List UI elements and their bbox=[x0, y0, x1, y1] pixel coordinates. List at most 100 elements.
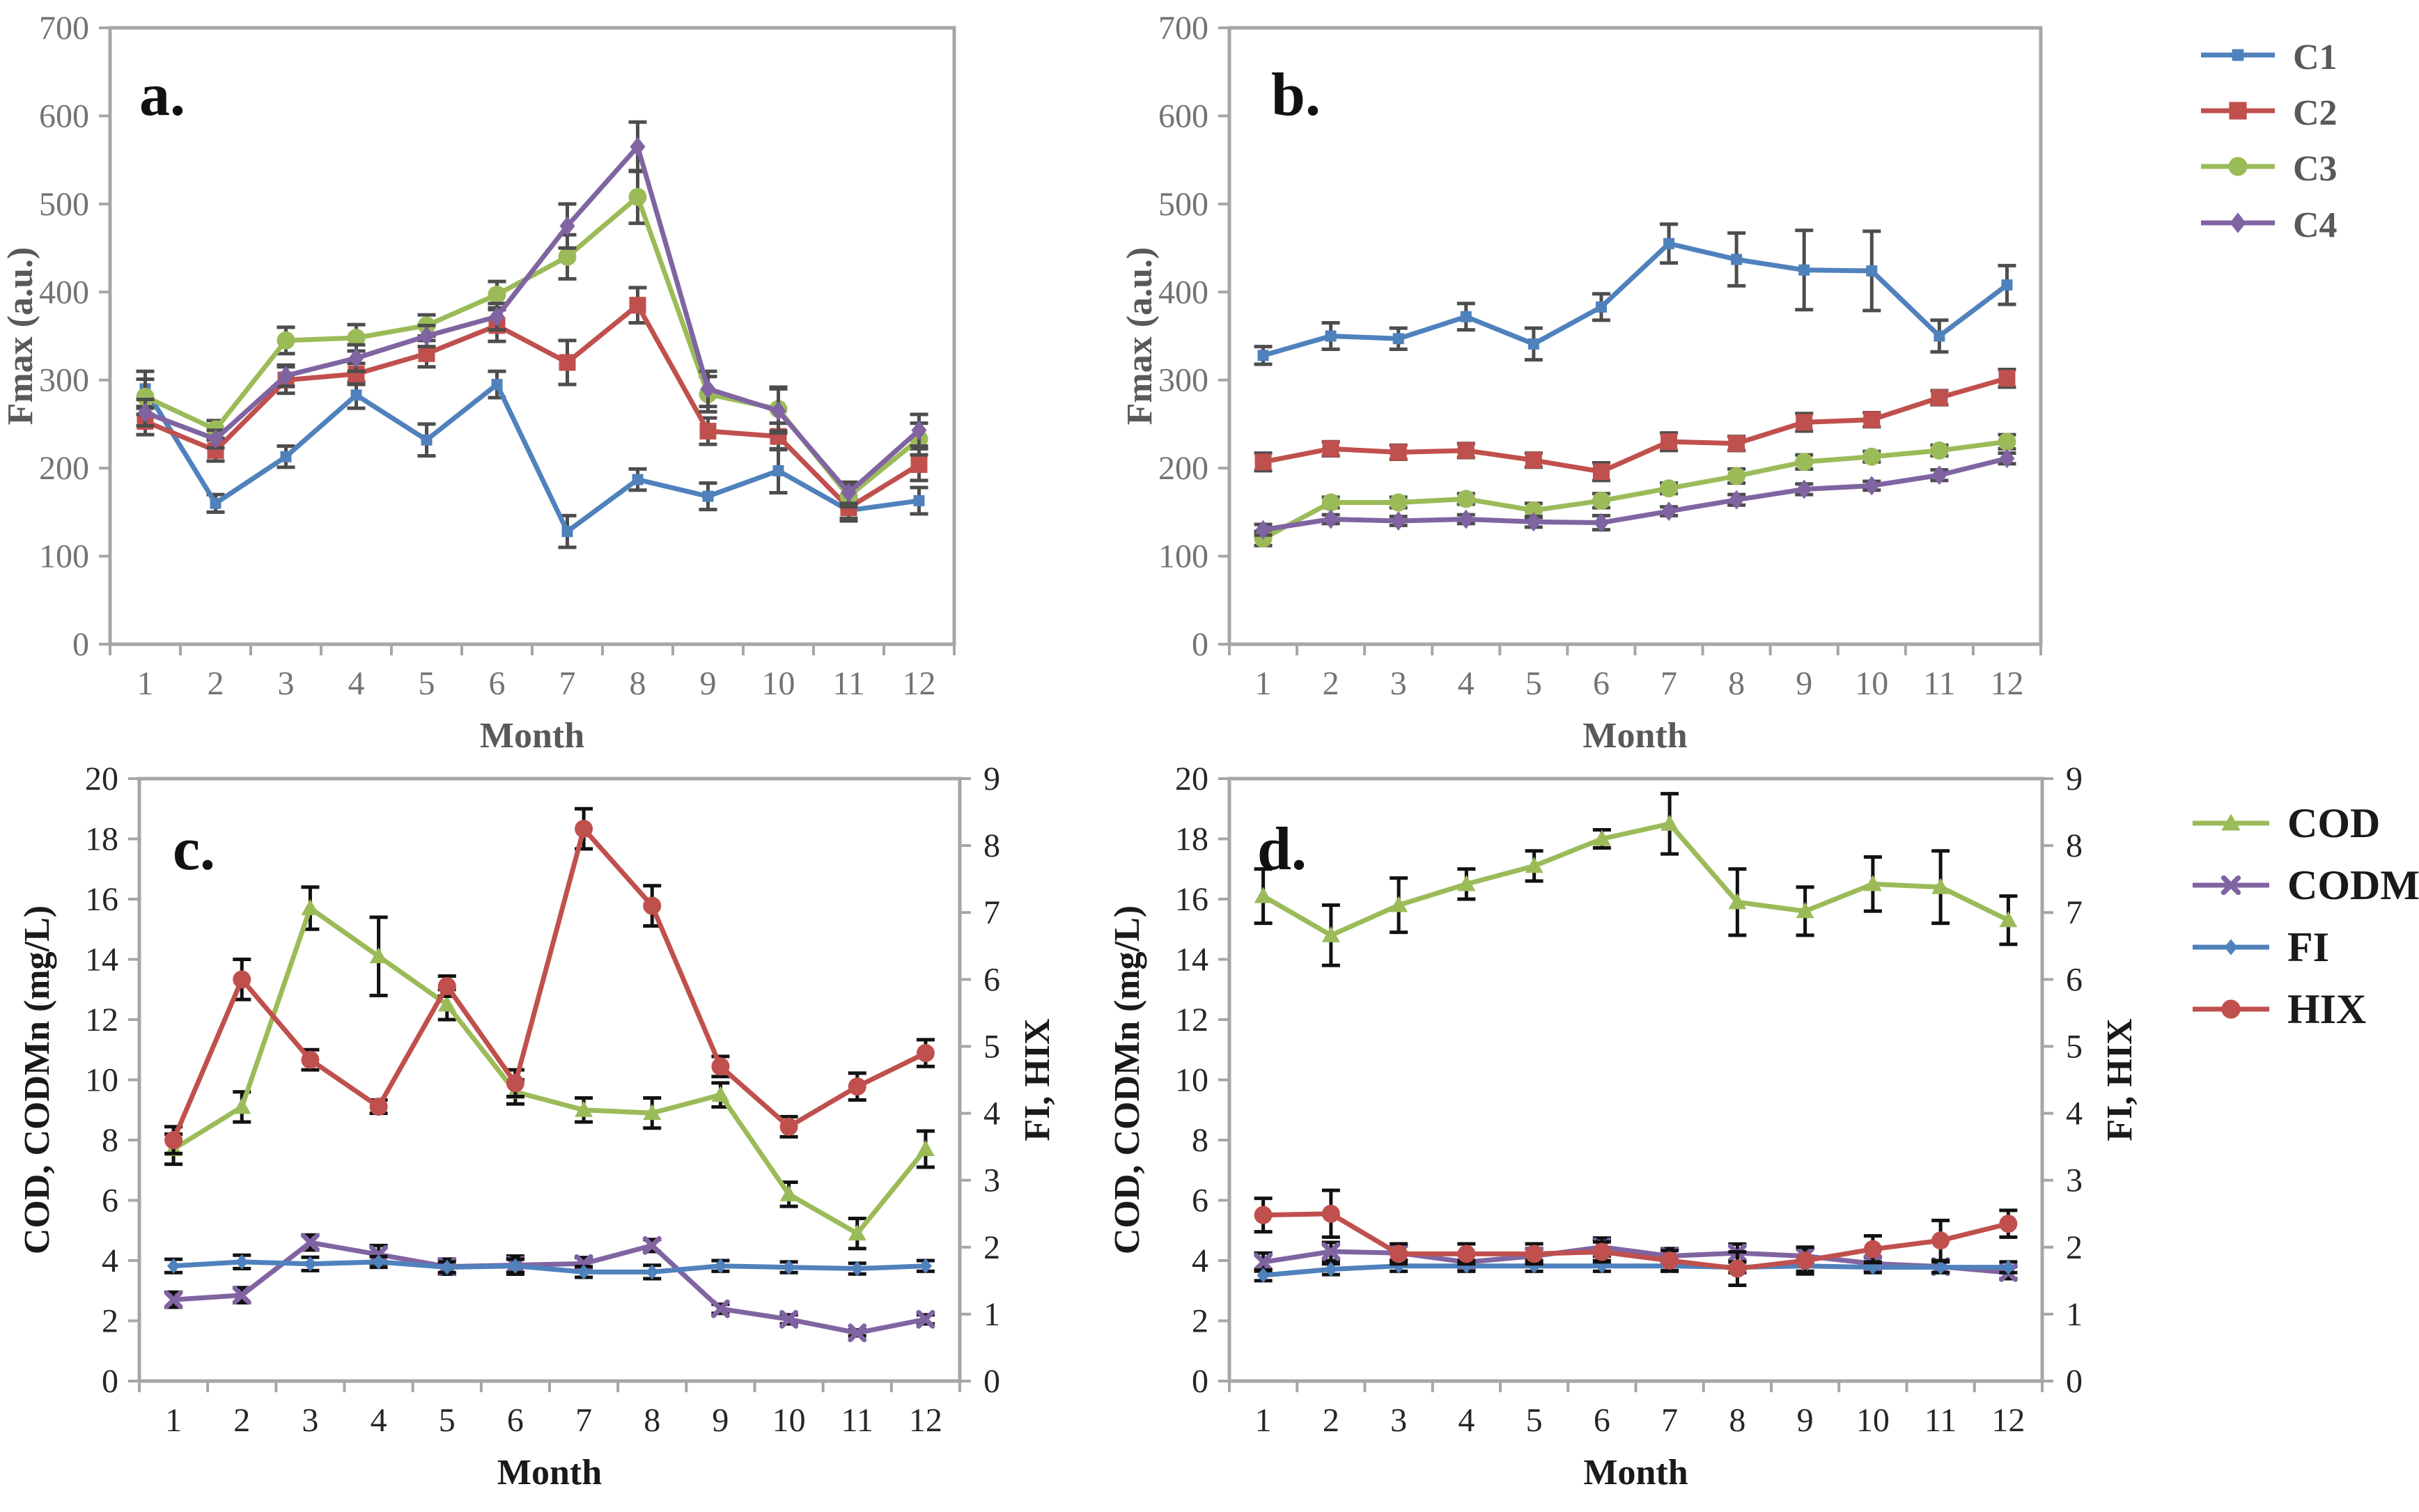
x-tick-label: 8 bbox=[1729, 1402, 1745, 1439]
marker-circle bbox=[1931, 1231, 1950, 1250]
x-tick-label: 3 bbox=[302, 1402, 318, 1439]
legend-item-C1: C1 bbox=[2201, 38, 2338, 77]
y-tick-label: 0 bbox=[1192, 1363, 1208, 1400]
series-C1-line bbox=[1261, 241, 2009, 358]
y-axis-title-right: FI, HIX bbox=[2100, 1018, 2140, 1141]
marker-circle bbox=[1390, 1245, 1408, 1263]
x-tick-label: 9 bbox=[1796, 665, 1812, 702]
legend-item-CODMn: CODMn bbox=[2193, 862, 2419, 908]
x-axis: 1 2 3 4 5 6 7 8 9 10 11 12 bbox=[138, 1381, 961, 1439]
marker-circle bbox=[1592, 1242, 1611, 1261]
x-tick-label: 10 bbox=[1855, 665, 1888, 702]
legend-label: CODMn bbox=[2287, 862, 2419, 908]
x-tick-label: 12 bbox=[1991, 1402, 2025, 1439]
marker-circle bbox=[1796, 1252, 1814, 1270]
series-C1-line bbox=[143, 382, 921, 534]
y-tick-label: 400 bbox=[1158, 274, 1208, 311]
marker-circle bbox=[558, 247, 577, 266]
marker-xcross bbox=[848, 1323, 867, 1343]
marker-circle bbox=[2221, 999, 2241, 1019]
y-tick-label: 100 bbox=[39, 538, 89, 575]
series-FI-markers bbox=[167, 1254, 932, 1280]
series-HIX bbox=[164, 806, 935, 1155]
marker-triangle bbox=[1999, 911, 2018, 928]
x-tick-label: 1 bbox=[1255, 1402, 1272, 1439]
y-tick-label: 500 bbox=[1158, 186, 1208, 223]
x-tick-label: 4 bbox=[348, 665, 365, 702]
marker-square-small bbox=[1663, 237, 1675, 249]
marker-circle bbox=[233, 970, 251, 989]
marker-triangle bbox=[1728, 893, 1747, 910]
series-HIX-markers bbox=[1254, 1204, 2018, 1278]
series-C2-line bbox=[1261, 375, 2009, 474]
x-tick-label: 12 bbox=[909, 1402, 942, 1439]
marker-circle bbox=[1863, 1240, 1882, 1258]
y-tick-label: 1 bbox=[983, 1296, 1000, 1333]
marker-diamond bbox=[348, 348, 364, 368]
marker-xcross bbox=[916, 1309, 935, 1329]
series-C4-markers bbox=[1255, 449, 2015, 540]
x-axis-title: Month bbox=[480, 716, 584, 756]
legend-fmax: C1 C2 C3 C4 bbox=[2201, 38, 2338, 245]
marker-diamond bbox=[911, 420, 927, 440]
marker-square-small bbox=[1527, 338, 1539, 350]
x-tick-label: 7 bbox=[559, 665, 576, 702]
marker-circle bbox=[1728, 1259, 1747, 1278]
y-axis-title-right: FI, HIX bbox=[1018, 1018, 1057, 1141]
series-C1-error-bars bbox=[1254, 222, 2016, 366]
x-tick-label: 11 bbox=[1924, 1402, 1957, 1439]
series-HIX bbox=[1254, 1188, 2018, 1288]
y-tick-label: 7 bbox=[2066, 894, 2083, 931]
marker-circle bbox=[1457, 1245, 1476, 1263]
marker-diamond bbox=[1525, 512, 1541, 532]
y-axis-title-left: Fmax (a.u.) bbox=[1, 247, 40, 426]
panel-letter: b. bbox=[1271, 61, 1321, 129]
y-tick-label: 12 bbox=[85, 1001, 118, 1038]
series-C1-markers bbox=[1257, 237, 2013, 361]
y-tick-label: 16 bbox=[85, 881, 118, 918]
y-tick-label: 16 bbox=[1175, 881, 1208, 918]
x-axis: 1 2 3 4 5 6 7 8 9 10 11 12 bbox=[109, 644, 956, 702]
x-tick-label: 8 bbox=[644, 1402, 660, 1439]
marker-xcross bbox=[300, 1233, 320, 1252]
y-tick-label: 6 bbox=[2066, 961, 2083, 998]
marker-circle bbox=[506, 1074, 524, 1093]
y-tick-label: 100 bbox=[1158, 538, 1208, 575]
legend-label: COD bbox=[2287, 800, 2380, 846]
marker-circle bbox=[347, 329, 366, 348]
y-axis-left: 0 2 4 6 8 10 12 14 16 18 20 bbox=[1175, 761, 1229, 1400]
marker-square bbox=[1728, 435, 1745, 452]
marker-square bbox=[1457, 442, 1475, 459]
y-axis-left: 0 2 4 6 8 10 12 14 16 18 20 bbox=[85, 761, 139, 1400]
marker-diamond bbox=[841, 483, 857, 503]
legend-label: FI bbox=[2287, 924, 2329, 970]
series-HIX-markers bbox=[164, 820, 935, 1149]
x-tick-label: 7 bbox=[1661, 1402, 1678, 1439]
series-COD bbox=[164, 885, 935, 1251]
y-tick-label: 0 bbox=[1192, 626, 1208, 663]
series-COD-error-bars bbox=[1254, 792, 2018, 967]
y-tick-label: 3 bbox=[2066, 1162, 2083, 1199]
x-tick-label: 11 bbox=[1923, 665, 1955, 702]
y-tick-label: 2 bbox=[983, 1229, 1000, 1266]
panel-letter: a. bbox=[139, 61, 185, 129]
marker-diamond-small bbox=[782, 1259, 795, 1275]
marker-diamond-small bbox=[714, 1258, 727, 1274]
marker-square bbox=[1525, 451, 1542, 469]
marker-diamond bbox=[700, 379, 716, 399]
marker-diamond bbox=[1796, 479, 1812, 499]
legend-item-C2: C2 bbox=[2201, 93, 2338, 133]
x-tick-label: 11 bbox=[832, 665, 864, 702]
marker-square-small bbox=[1595, 301, 1607, 313]
y-tick-label: 8 bbox=[102, 1122, 118, 1159]
x-tick-label: 5 bbox=[1525, 665, 1542, 702]
x-tick-label: 9 bbox=[700, 665, 717, 702]
x-axis-title: Month bbox=[497, 1453, 602, 1492]
marker-circle bbox=[1727, 467, 1746, 485]
y-tick-label: 600 bbox=[39, 98, 89, 134]
marker-circle bbox=[1862, 447, 1881, 466]
